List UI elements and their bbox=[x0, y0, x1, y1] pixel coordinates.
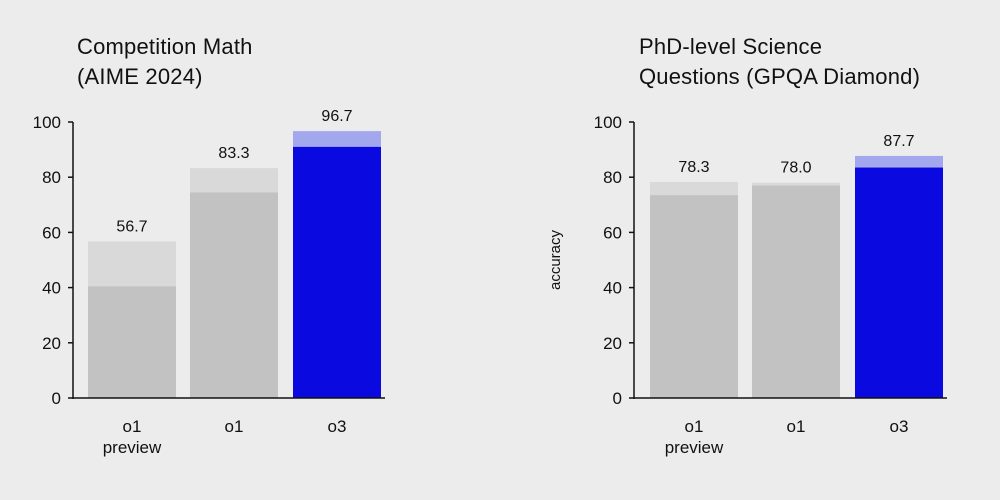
chart2-x-tick-label-1: o1 bbox=[787, 417, 806, 436]
chart1-x-tick-label-0: o1 preview bbox=[103, 417, 162, 457]
chart1-y-tick-label-4: 80 bbox=[42, 168, 61, 187]
chart1-y-tick-label-2: 40 bbox=[42, 279, 61, 298]
chart1-x-tick-label-2: o3 bbox=[328, 417, 347, 436]
chart-title-aime-line1: Competition Math bbox=[77, 34, 253, 59]
chart2-y-tick-label-5: 100 bbox=[594, 113, 622, 132]
chart2-y-tick-label-1: 20 bbox=[603, 334, 622, 353]
chart1-bar-2 bbox=[293, 146, 381, 398]
chart2-y-axis-title: accuracy bbox=[547, 229, 564, 290]
chart1-data-label-0: 56.7 bbox=[116, 219, 147, 236]
chart2-y-tick-label-4: 80 bbox=[603, 168, 622, 187]
chart2-bar-range-2 bbox=[855, 155, 943, 168]
chart2-y-tick-label-3: 60 bbox=[603, 223, 622, 242]
chart2-data-label-2: 87.7 bbox=[883, 133, 914, 150]
chart1-bar-range-0 bbox=[88, 241, 176, 287]
chart1-data-label-1: 83.3 bbox=[218, 145, 249, 162]
chart2-x-tick-label-0: o1 preview bbox=[665, 417, 724, 457]
chart1-bar-range-2 bbox=[293, 131, 381, 147]
chart-title-gpqa-line1: PhD-level Science bbox=[639, 34, 823, 59]
chart2-y-tick-label-0: 0 bbox=[613, 389, 622, 408]
chart1-bar-1 bbox=[190, 192, 278, 398]
chart1-y-tick-label-3: 60 bbox=[42, 223, 61, 242]
chart2-bar-2 bbox=[855, 167, 943, 398]
chart-title-aime-line2: (AIME 2024) bbox=[77, 64, 203, 89]
chart2-bar-range-1 bbox=[752, 182, 840, 186]
chart2-x-tick-label-2: o3 bbox=[890, 417, 909, 436]
chart2-bar-range-0 bbox=[650, 181, 738, 196]
chart1-y-tick-label-0: 0 bbox=[52, 389, 61, 408]
chart1-x-tick-label-1: o1 bbox=[225, 417, 244, 436]
chart1-bar-0 bbox=[88, 286, 176, 398]
chart1-bar-range-1 bbox=[190, 168, 278, 193]
chart2-bar-0 bbox=[650, 195, 738, 398]
chart2-data-label-0: 78.3 bbox=[678, 159, 709, 176]
chart-title-aime: Competition Math (AIME 2024) bbox=[77, 32, 253, 92]
chart1-data-label-2: 96.7 bbox=[321, 108, 352, 125]
chart1-y-tick-label-1: 20 bbox=[42, 334, 61, 353]
chart-title-gpqa-line2: Questions (GPQA Diamond) bbox=[639, 64, 921, 89]
chart2-y-tick-label-2: 40 bbox=[603, 279, 622, 298]
chart2-bar-1 bbox=[752, 185, 840, 398]
chart1-y-tick-label-5: 100 bbox=[33, 113, 61, 132]
chart2-data-label-1: 78.0 bbox=[780, 160, 811, 177]
chart-title-gpqa: PhD-level Science Questions (GPQA Diamon… bbox=[639, 32, 920, 92]
